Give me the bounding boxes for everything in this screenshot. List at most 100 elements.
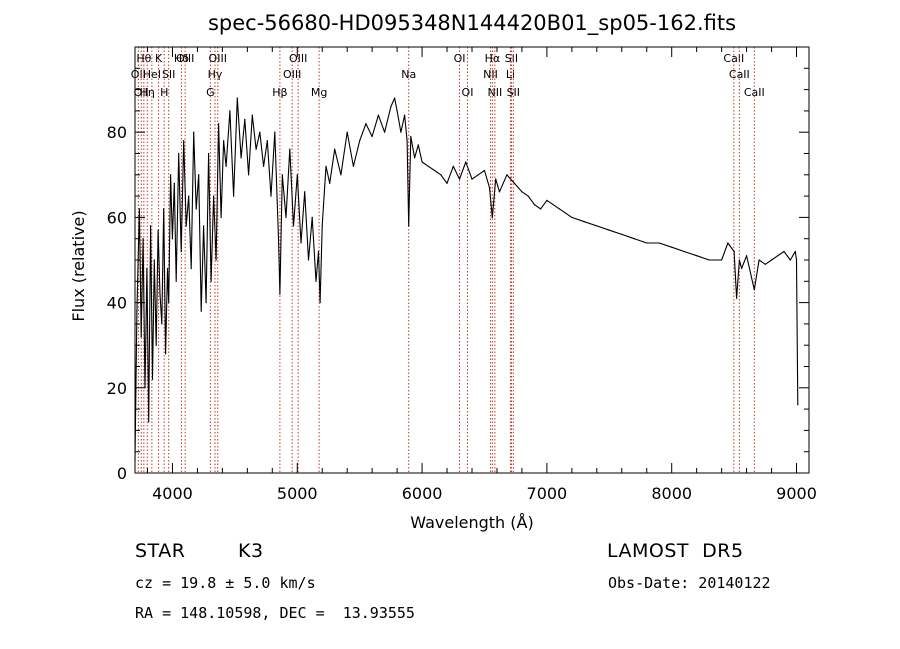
spectrum-point	[683, 250, 685, 253]
spectrum-point	[248, 174, 250, 176]
spectrum-point	[746, 255, 748, 257]
spectrum-point	[377, 114, 379, 116]
redshift-cz: cz = 19.8 ± 5.0 km/s	[135, 574, 316, 592]
spectrum-point	[161, 323, 163, 325]
spectrum-point	[417, 144, 419, 146]
x-axis-ticks: 4000 5000 6000 7000 8000 9000	[146, 47, 817, 503]
spectrum-point	[146, 267, 148, 270]
spectrum-point	[190, 267, 192, 270]
spectrum-point	[797, 404, 799, 406]
object-subclass: K3	[238, 540, 264, 562]
spectrum-point	[334, 148, 336, 150]
spectrum-point	[315, 280, 317, 282]
spectrum-point	[414, 157, 416, 159]
spectrum-point	[289, 148, 291, 150]
spectrum-point	[498, 191, 501, 193]
spectrum-point	[764, 263, 766, 265]
spectrum-point	[371, 135, 373, 138]
spectrum-point	[304, 191, 306, 193]
spectrum-point	[170, 174, 172, 176]
spectrum-point	[546, 199, 548, 201]
spectrum-point	[565, 212, 567, 214]
spectrum-point	[218, 123, 220, 125]
spectrum-point	[185, 225, 187, 227]
chart-title: spec-56680-HD095348N144420B01_sp05-162.f…	[208, 11, 736, 36]
y-axis-ticks: 0 20 40 60 80	[107, 46, 809, 483]
spectrum-point	[168, 302, 170, 304]
y-axis-label: Flux (relative)	[69, 210, 88, 321]
spectral-line-label: K	[155, 52, 163, 65]
spectrum-point	[171, 238, 173, 240]
spectrum-point	[753, 289, 755, 291]
spectrum-point	[188, 195, 190, 197]
spectrum-point	[777, 255, 779, 257]
spectrum-point	[658, 242, 660, 244]
spectrum-point	[758, 259, 760, 261]
spectrum-point	[150, 225, 152, 227]
y-tick-label: 0	[117, 464, 127, 483]
spectral-line-label: OI	[454, 52, 466, 65]
spectral-line-label: Na	[401, 68, 416, 81]
spectrum-point	[477, 174, 479, 176]
spectral-line-label: Hη	[140, 86, 155, 99]
spectrum-point	[205, 302, 207, 304]
spectrum-point	[708, 259, 710, 261]
spectrum-point	[225, 165, 227, 167]
spectrum-point	[794, 250, 796, 253]
spectrum-point	[263, 165, 265, 167]
spectrum-point	[359, 140, 361, 142]
observation-date: Obs-Date: 20140122	[608, 574, 771, 592]
spectrum-trace-group	[134, 97, 799, 461]
spectrum-point	[471, 178, 473, 180]
spectrum-point	[140, 336, 142, 338]
spectrum-point	[136, 310, 138, 312]
spectral-line-label: HeI	[143, 68, 161, 81]
spectrum-point	[279, 293, 281, 295]
spectrum-point	[200, 310, 202, 312]
spectrum-point	[340, 174, 342, 176]
spectrum-point	[394, 97, 396, 99]
spectrum-point	[741, 267, 743, 270]
spectrum-point	[292, 225, 295, 227]
spectrum-point	[210, 280, 212, 282]
spectrum-point	[166, 267, 169, 270]
spectrum-point	[259, 131, 261, 133]
spectrum-point	[533, 204, 536, 206]
spectrum-point	[229, 110, 231, 112]
x-tick-label: 4000	[152, 484, 193, 503]
spectrum-point	[596, 225, 598, 227]
spectrum-point	[583, 221, 585, 223]
x-tick-label: 7000	[527, 484, 568, 503]
spectrum-point	[151, 378, 154, 380]
spectral-line-label: CaII	[723, 52, 744, 65]
spectrum-point	[513, 182, 516, 184]
spectrum-point	[266, 140, 268, 142]
spectral-line-label: G	[206, 86, 215, 99]
spectrum-point	[408, 225, 410, 227]
spectrum-point	[783, 250, 785, 253]
spectrum-point	[608, 229, 610, 231]
y-tick-label: 80	[107, 123, 127, 142]
spectrum-point	[274, 131, 276, 133]
spectrum-point	[446, 182, 448, 184]
spectrum-point	[696, 255, 698, 257]
spectral-line-label: OI	[462, 86, 474, 99]
spectral-line-markers: OIIOIIHθHηHeIKHSIIHδOIIIGHγOIIIHβOIIIOII…	[131, 47, 765, 473]
spectrum-point	[148, 421, 150, 423]
spectrum-point	[552, 204, 554, 206]
spectrum-point	[165, 353, 167, 355]
spectrum-point	[427, 165, 429, 167]
spectral-line-label: Li	[506, 68, 515, 81]
spectrum-point	[159, 293, 161, 295]
spectrum-point	[410, 135, 412, 138]
spectrum-point	[646, 242, 648, 244]
spectrum-point	[183, 140, 185, 142]
spectrum-point	[281, 174, 283, 176]
spectrum-point	[365, 123, 367, 125]
spectrum-point	[452, 165, 454, 167]
spectrum-point	[738, 259, 741, 261]
spectrum-point	[277, 238, 280, 240]
spectrum-point	[157, 229, 159, 231]
spectrum-point	[352, 165, 354, 167]
spectrum-point	[175, 280, 177, 282]
